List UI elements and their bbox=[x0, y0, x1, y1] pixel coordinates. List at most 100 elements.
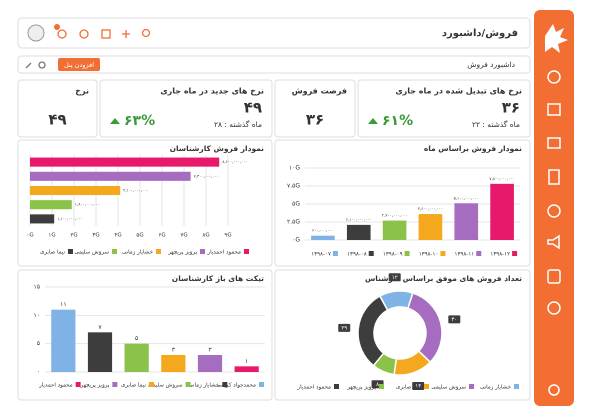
card-title: نرخ های جدید در ماه جاری bbox=[160, 87, 264, 96]
icon-contacts[interactable] bbox=[547, 137, 561, 149]
legend-label: پرویز پریچهر bbox=[346, 385, 376, 391]
bar bbox=[418, 214, 443, 240]
bar bbox=[87, 332, 113, 372]
bar bbox=[30, 200, 72, 210]
breadcrumb: داشبورد فروش bbox=[467, 60, 515, 69]
add-panel-label[interactable]: افزودن پنل bbox=[64, 61, 94, 69]
icon-refresh[interactable] bbox=[38, 61, 46, 69]
bar bbox=[490, 183, 514, 240]
icon-calendar[interactable] bbox=[547, 103, 561, 116]
x-tick-label: ۹G bbox=[224, 233, 231, 239]
legend-swatch bbox=[259, 382, 264, 387]
y-tick-label: ۷.۵G bbox=[287, 183, 300, 190]
icon-chart[interactable] bbox=[547, 301, 561, 315]
y-tick-label: ۱۰ bbox=[34, 312, 40, 319]
legend-label: نیما صابری bbox=[121, 383, 146, 389]
value-label: ۳ bbox=[172, 347, 176, 354]
logo bbox=[545, 24, 568, 53]
legend-label: محمدجواد کریمی bbox=[217, 382, 257, 389]
value-label: ۴,۱۰۰,۰۰۰,۰۰۰ bbox=[123, 188, 148, 193]
value-badge bbox=[412, 381, 425, 390]
legend-swatch bbox=[334, 384, 339, 389]
legend-label: پرویز پریچهر bbox=[80, 383, 110, 389]
legend-swatch bbox=[469, 384, 474, 389]
x-tick-label: ۶G bbox=[158, 233, 165, 239]
legend-swatch bbox=[476, 251, 482, 256]
legend-swatch bbox=[404, 251, 410, 256]
value-label: ۸,۶۰۰,۰۰۰,۰۰۰ bbox=[222, 159, 247, 164]
card bbox=[357, 79, 531, 138]
icon-pin[interactable] bbox=[25, 62, 32, 69]
value-label: ۶۰۰,۰۰۰,۰۰۰ bbox=[312, 228, 334, 233]
x-tick-label: ۱۳۹۸-۰۹ bbox=[383, 252, 403, 258]
icon-add[interactable] bbox=[122, 30, 130, 38]
icon-target[interactable] bbox=[547, 204, 561, 218]
icon-megaphone[interactable] bbox=[547, 234, 560, 250]
legend-swatch bbox=[440, 251, 446, 256]
legend-swatch bbox=[156, 249, 161, 254]
value-label: ۷,۳۰۰,۰۰۰,۰۰۰ bbox=[194, 173, 219, 178]
value-label: ۱,۱۰۰,۰۰۰,۰۰۰ bbox=[57, 216, 82, 221]
x-tick-label: ۱G bbox=[48, 233, 55, 239]
value-badge bbox=[338, 323, 351, 332]
value-label: ۱۴ bbox=[415, 383, 421, 389]
y-tick-label: ۲.۵G bbox=[287, 219, 300, 226]
x-tick-label: ۴G bbox=[114, 233, 121, 239]
bar bbox=[51, 309, 76, 372]
x-tick-label: ۲G bbox=[70, 233, 77, 239]
y-tick-label: ۱۵ bbox=[34, 284, 40, 291]
value-label: ۳ bbox=[208, 347, 212, 354]
icon-search[interactable] bbox=[141, 28, 151, 38]
avatar[interactable] bbox=[27, 24, 45, 42]
value-label: ۱ bbox=[245, 358, 248, 365]
value-label: ۳,۶۰۰,۰۰۰,۰۰۰ bbox=[418, 206, 443, 211]
bar bbox=[382, 220, 407, 240]
card-value: ۳۶ bbox=[306, 111, 324, 129]
legend-label: خشایار زمانی bbox=[122, 250, 153, 256]
chart-panel bbox=[274, 269, 531, 401]
legend-label: نیما صابری bbox=[40, 250, 65, 256]
card-value: ۳۶ bbox=[502, 99, 520, 117]
x-tick-label: ۱۳۹۸-۱۰ bbox=[419, 252, 439, 258]
value-label: ۸ bbox=[376, 382, 379, 388]
breadcrumb-bar bbox=[17, 55, 531, 74]
icon-money[interactable] bbox=[547, 269, 561, 284]
add-panel-button[interactable] bbox=[58, 58, 100, 71]
value-label: ۲,۷۰۰,۰۰۰,۰۰۰ bbox=[382, 213, 407, 218]
icon-bell[interactable] bbox=[79, 29, 89, 39]
legend-swatch bbox=[368, 251, 374, 256]
bar bbox=[30, 185, 121, 196]
icon-dashboard[interactable] bbox=[547, 70, 561, 84]
x-tick-label: ۰G bbox=[26, 233, 33, 239]
icon-building[interactable] bbox=[548, 169, 560, 185]
card bbox=[274, 79, 356, 138]
icon-edit[interactable] bbox=[101, 29, 111, 39]
x-tick-label: ۱۳۹۸-۰۸ bbox=[347, 252, 367, 258]
icon-user[interactable] bbox=[57, 29, 67, 39]
legend-swatch bbox=[200, 249, 205, 254]
x-tick-label: ۳G bbox=[92, 233, 99, 239]
card bbox=[17, 79, 98, 138]
bar bbox=[161, 355, 186, 372]
legend-label: خشایار زمانی bbox=[188, 383, 219, 389]
sidebar-icons[interactable] bbox=[547, 70, 561, 396]
legend-label: محمود احمدیار bbox=[38, 383, 73, 389]
legend-label: سروش سلیمی bbox=[431, 385, 466, 391]
legend-swatch bbox=[379, 384, 384, 389]
donut-segment bbox=[357, 295, 389, 367]
value-label: ۱۱ bbox=[60, 301, 66, 308]
value-label: ۱۲ bbox=[392, 275, 398, 281]
legend-swatch bbox=[512, 251, 518, 256]
chart-title: تیکت های باز کارشناسان bbox=[172, 274, 264, 283]
bar bbox=[30, 157, 220, 167]
card-value: ۴۹ bbox=[48, 111, 66, 129]
legend-swatch bbox=[222, 382, 228, 387]
value-label: ۲۹ bbox=[341, 325, 347, 331]
bar bbox=[454, 203, 479, 240]
change-arrow bbox=[368, 118, 378, 124]
icon-settings[interactable] bbox=[548, 384, 560, 396]
legend-label: پرویز پریچهر bbox=[167, 250, 197, 256]
legend-swatch bbox=[75, 382, 81, 387]
legend-swatch bbox=[332, 251, 338, 256]
